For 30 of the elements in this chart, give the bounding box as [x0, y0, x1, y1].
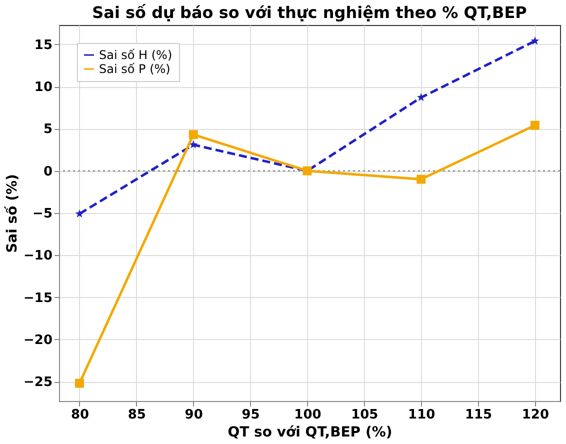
point: [188, 130, 198, 140]
x-tick-label: 90: [184, 408, 203, 422]
y-tick-label: 10: [34, 80, 52, 96]
y-tick-label: −10: [24, 248, 52, 264]
y-axis-title: Sai số (%): [4, 174, 21, 253]
legend-label: Sai số P (%): [99, 62, 170, 76]
x-tick-label: 120: [522, 408, 550, 422]
x-tick-label: 80: [70, 408, 90, 422]
x-tick-label: 100: [294, 408, 322, 422]
y-tick-label: −5: [32, 206, 52, 222]
y-tick-label: −15: [24, 290, 52, 306]
legend-label: Sai số H (%): [99, 48, 172, 62]
y-tick-label: 0: [43, 164, 52, 180]
y-tick-label: 5: [43, 122, 52, 138]
point: [75, 209, 84, 218]
y-tick-label: 15: [34, 38, 52, 53]
y-tick-label: −20: [24, 332, 52, 348]
x-tick-label: 110: [408, 408, 436, 422]
point: [530, 120, 540, 130]
x-tick-label: 105: [351, 408, 378, 422]
chart-title: Sai số dự báo so với thực nghiệm theo % QT,BEP: [92, 3, 528, 22]
y-tick-label: −25: [24, 375, 52, 390]
point: [530, 36, 540, 45]
point: [189, 140, 198, 148]
x-tick-label: 115: [464, 408, 492, 422]
x-tick-label: 85: [128, 408, 146, 422]
x-tick-label: 95: [242, 408, 260, 422]
point: [416, 174, 426, 184]
x-axis-title: QT so với QT,BEP (%): [228, 424, 392, 440]
point: [75, 378, 84, 388]
